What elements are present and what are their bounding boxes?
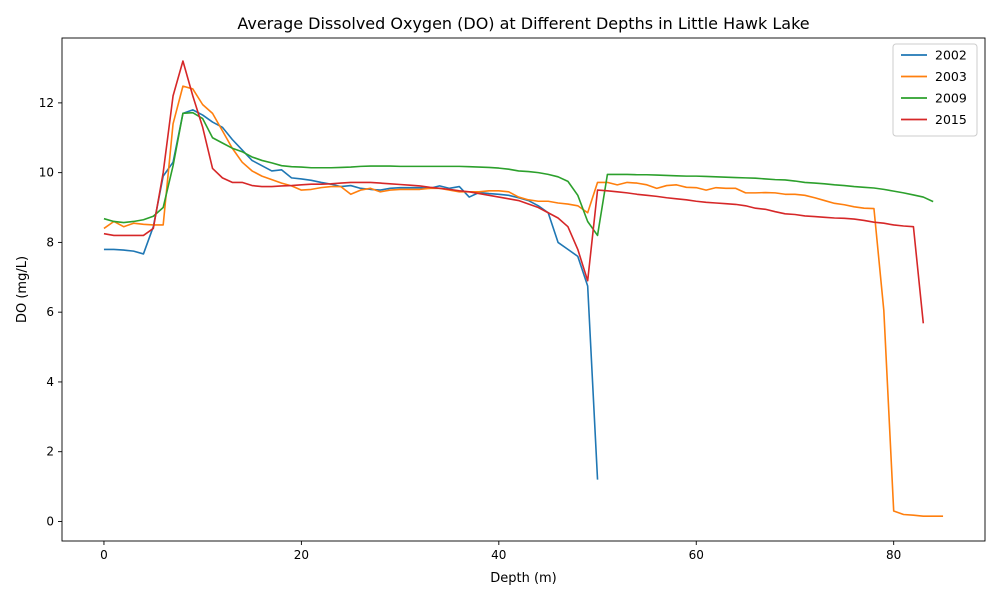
axes-frame <box>61 37 986 542</box>
series-line-2015 <box>103 60 925 324</box>
y-tick-label: 0 <box>46 514 54 528</box>
x-tick-label: 20 <box>294 548 309 562</box>
x-tick-label: 60 <box>689 548 704 562</box>
y-tick-label: 8 <box>46 235 54 249</box>
legend-label-2015: 2015 <box>935 112 967 127</box>
y-tick-label: 2 <box>46 445 54 459</box>
axis-ticks: 0 20 40 60 80 0 2 4 6 8 10 12 <box>39 37 986 562</box>
x-tick-label: 40 <box>491 548 506 562</box>
series-line-2002 <box>103 109 599 480</box>
y-axis-label: DO (mg/L) <box>15 256 30 323</box>
x-tick-label: 80 <box>886 548 901 562</box>
legend-label-2002: 2002 <box>935 48 967 63</box>
legend-label-2009: 2009 <box>935 91 967 106</box>
y-tick-label: 4 <box>46 375 54 389</box>
y-tick-label: 6 <box>46 305 54 319</box>
plot-area <box>103 60 944 518</box>
x-axis-label: Depth (m) <box>490 571 557 586</box>
y-tick-label: 12 <box>39 96 54 110</box>
series-line-2009 <box>103 111 934 237</box>
chart-title: Average Dissolved Oxygen (DO) at Differe… <box>237 14 809 33</box>
x-tick-label: 0 <box>100 548 108 562</box>
legend-label-2003: 2003 <box>935 69 967 84</box>
legend-box <box>892 43 978 137</box>
series-line-2003 <box>103 85 944 518</box>
legend: 2002 2003 2009 2015 <box>892 43 978 137</box>
y-tick-label: 10 <box>39 166 54 180</box>
